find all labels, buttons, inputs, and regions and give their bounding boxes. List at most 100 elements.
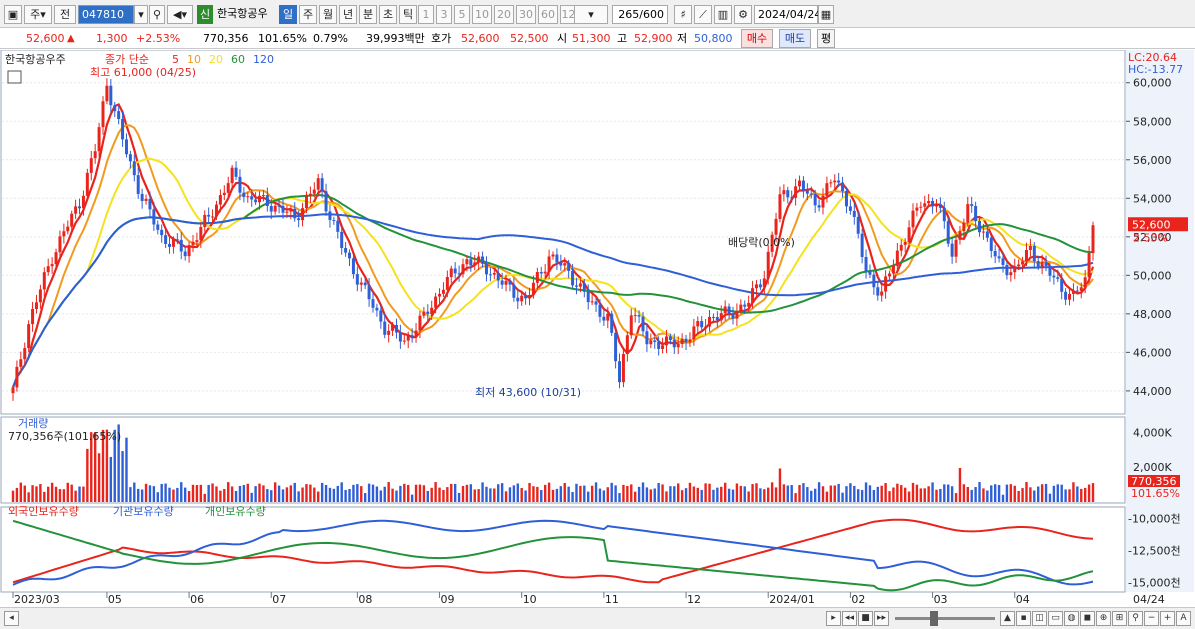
candle-220 (872, 274, 876, 288)
candle-84 (340, 231, 344, 249)
volume-bar-254 (1005, 484, 1009, 502)
candle-95 (383, 321, 387, 335)
tab-period-0[interactable]: 일 (279, 5, 297, 24)
candle-66 (269, 206, 273, 212)
candle-43 (179, 239, 183, 252)
chevron-down-icon[interactable]: ▾ (134, 5, 148, 24)
volume-bar-250 (990, 485, 993, 502)
window-icon[interactable]: ▣ (4, 5, 22, 24)
scroll-bar[interactable]: ◂ ▸ ◂◂ ■ ▸▸ ▲ ▪ ◫ ▭ ◍ ◼ ⊕ ⊞ ⚲ − + A (0, 607, 1195, 629)
volume-bar-208 (825, 491, 829, 502)
minute-option-10[interactable]: 10 (472, 5, 492, 24)
draw-icon[interactable]: ⟋ (694, 5, 712, 24)
minute-option-5[interactable]: 5 (454, 5, 470, 24)
price-change: 1,300 (96, 32, 128, 45)
volume-bar-97 (391, 488, 394, 502)
buy-button[interactable]: 매수 (741, 29, 773, 48)
compress-icon[interactable]: ▪ (1016, 611, 1031, 626)
volume-bar-201 (798, 484, 801, 502)
stop-icon[interactable]: ■ (858, 611, 873, 626)
search-icon[interactable]: ⚲ (149, 5, 165, 24)
minute-option-1[interactable]: 1 (418, 5, 434, 24)
count-field[interactable]: 265/600 (612, 5, 668, 24)
volume-bar-130 (520, 487, 523, 502)
scroll-left-icon[interactable]: ◂ (4, 611, 19, 626)
volume-bar-143 (571, 491, 574, 502)
lock-icon[interactable]: ◼ (1080, 611, 1095, 626)
expand-icon[interactable]: ▭ (1048, 611, 1063, 626)
candle-188 (747, 302, 751, 307)
candle-49 (203, 214, 207, 228)
play-icon[interactable]: ▸ (826, 611, 841, 626)
minute-dropdown[interactable]: ▾ (574, 5, 608, 24)
candle-icon[interactable]: ♯ (674, 5, 692, 24)
candle-10 (50, 264, 54, 267)
minute-option-60[interactable]: 60 (538, 5, 558, 24)
volume-bar-0 (11, 490, 15, 502)
volume-bar-83 (336, 485, 339, 502)
tab-period-1[interactable]: 주 (299, 5, 317, 24)
sell-button[interactable]: 매도 (779, 29, 811, 48)
tab-period-4[interactable]: 분 (359, 5, 377, 24)
candle-209 (829, 182, 833, 184)
minus-icon[interactable]: − (1144, 611, 1159, 626)
high-label: 고 (617, 32, 628, 45)
font-size-icon[interactable]: A (1176, 611, 1191, 626)
tab-period-2[interactable]: 월 (319, 5, 337, 24)
candle-257 (1017, 264, 1021, 267)
volume-bar-211 (837, 483, 840, 502)
forward-icon[interactable]: ▸▸ (874, 611, 889, 626)
tab-period-3[interactable]: 년 (339, 5, 357, 24)
volume-bar-255 (1009, 484, 1013, 502)
volume-bar-87 (352, 484, 355, 502)
date-field[interactable]: 2024/04/24 (754, 5, 821, 24)
marker-icon[interactable]: ▲ (1000, 611, 1015, 626)
zoom-slider-thumb[interactable] (930, 611, 938, 626)
fit-icon[interactable]: ◫ (1032, 611, 1047, 626)
prev-button[interactable]: 전 (54, 5, 76, 24)
candle-120 (481, 256, 485, 264)
period-select[interactable]: 주▾ (24, 5, 52, 24)
candle-275 (1087, 253, 1091, 278)
zoom-slider[interactable] (895, 617, 995, 620)
tab-period-6[interactable]: 틱 (399, 5, 417, 24)
minute-option-3[interactable]: 3 (436, 5, 452, 24)
candle-202 (801, 180, 805, 191)
volume-bar-132 (528, 482, 531, 502)
candle-183 (727, 306, 731, 314)
candle-6 (34, 302, 38, 309)
plus-icon[interactable]: + (1160, 611, 1175, 626)
candle-85 (344, 248, 348, 253)
volume-bar-156 (622, 484, 625, 502)
x-label-1: 05 (108, 593, 122, 606)
calendar-icon[interactable]: ▦ (818, 5, 834, 24)
back-icon[interactable]: ◂◂ (842, 611, 857, 626)
gear-icon[interactable]: ⚙ (734, 5, 752, 24)
range-icon[interactable]: ◍ (1064, 611, 1079, 626)
magnify-icon[interactable]: ⚲ (1128, 611, 1143, 626)
grid-icon[interactable]: ⊞ (1112, 611, 1127, 626)
vol-y-label-0: 4,000K (1133, 426, 1172, 439)
volume-bar-76 (309, 484, 312, 502)
stock-chart[interactable]: 60,000 58,000 56,000 54,000 52,000 50,000 48,0… (0, 50, 1195, 607)
stock-code-input[interactable]: 047810 (78, 5, 134, 24)
volume-bar-258 (1021, 488, 1024, 502)
volume-bar-199 (790, 485, 793, 502)
holding-line-individual (12, 519, 1094, 592)
tab-period-5[interactable]: 초 (379, 5, 397, 24)
speaker-icon[interactable]: ◀▾ (167, 5, 193, 24)
minute-option-30[interactable]: 30 (516, 5, 536, 24)
volume-bar-204 (810, 490, 813, 502)
candle-203 (805, 190, 809, 194)
reset-icon[interactable]: ⊕ (1096, 611, 1111, 626)
x-label-9: 2024/01 (769, 593, 815, 606)
volume-bar-38 (160, 483, 163, 502)
volume-bar-89 (360, 486, 363, 502)
minute-option-20[interactable]: 20 (494, 5, 514, 24)
candle-262 (1036, 261, 1040, 267)
candle-50 (207, 214, 211, 217)
volume-bar-145 (579, 485, 582, 502)
candle-101 (406, 335, 410, 341)
bar-icon[interactable]: ▥ (714, 5, 732, 24)
eval-button[interactable]: 평 (817, 29, 835, 48)
